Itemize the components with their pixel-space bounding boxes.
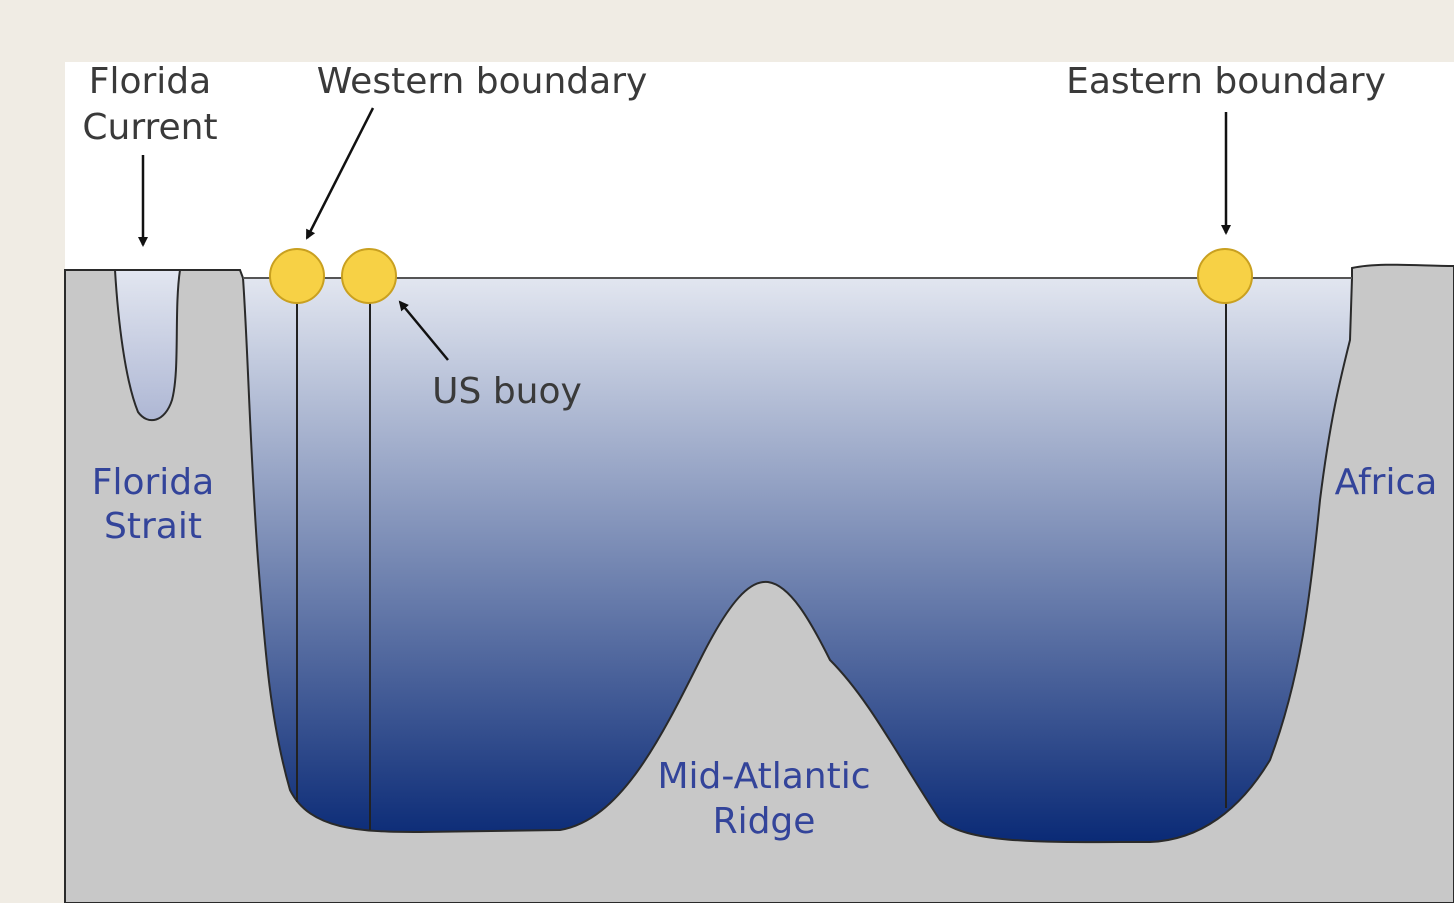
- label: Florida: [89, 61, 211, 102]
- label: Africa: [1335, 462, 1438, 503]
- buoy: [1198, 249, 1252, 303]
- label: Florida: [92, 462, 214, 503]
- page: {"labels": { "florida_current": ["Florid…: [0, 0, 1454, 903]
- label: Current: [82, 107, 217, 148]
- buoy: [342, 249, 396, 303]
- label: Mid-Atlantic: [657, 756, 870, 797]
- label: Ridge: [713, 801, 816, 842]
- label: Western boundary: [317, 61, 648, 102]
- diagram: Florida Current Western boundary Eastern…: [0, 0, 1454, 903]
- label: US buoy: [432, 371, 582, 412]
- label: Strait: [104, 506, 202, 547]
- buoy: [270, 249, 324, 303]
- label: Eastern boundary: [1066, 61, 1386, 102]
